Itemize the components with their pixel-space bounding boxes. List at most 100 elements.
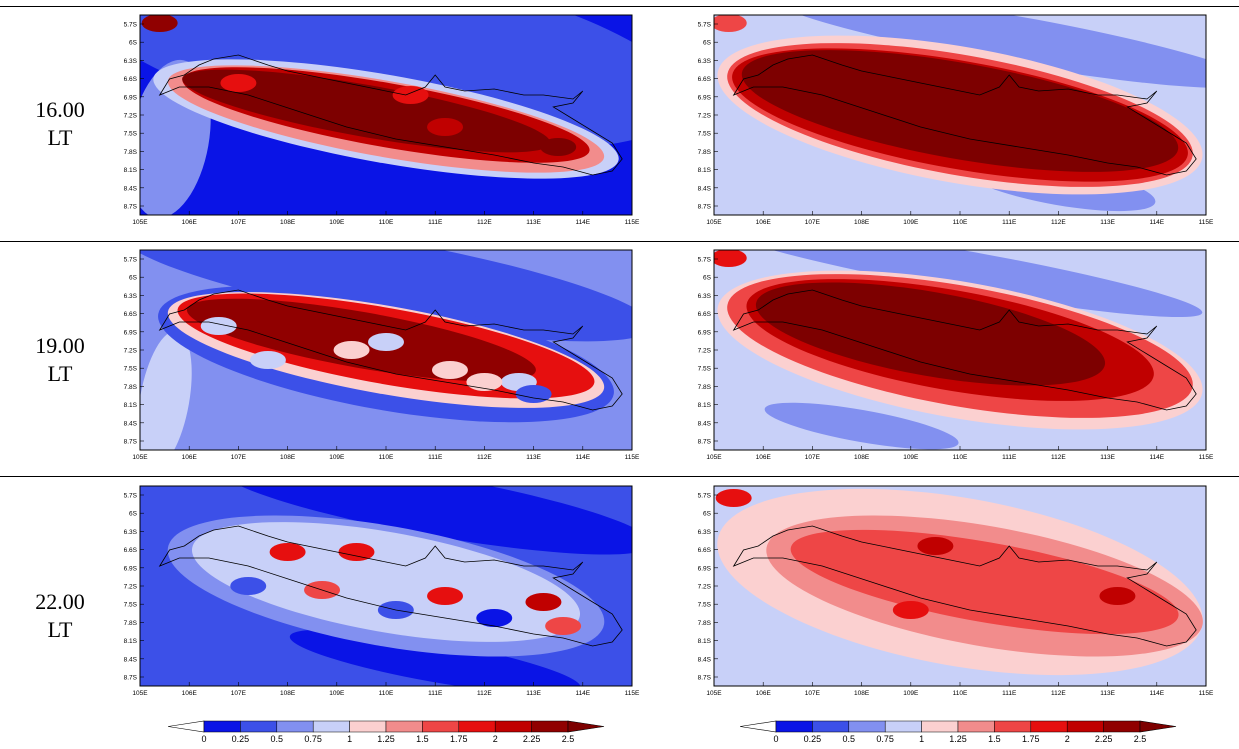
y-tick-label: 7.2S (124, 584, 138, 591)
y-tick-label: 8.4S (698, 656, 712, 663)
contour-band (186, 298, 536, 382)
map-svg: 5.7S 6S 6.3S 6.6S 6.9S 7.2S 7.5S 7.8S 8.1S 8.4S 8.… (124, 14, 640, 226)
y-tick-label: 7.2S (698, 584, 712, 591)
y-tick-label: 7.5S (698, 131, 712, 138)
coastline (158, 289, 623, 411)
x-tick-label: 109E (329, 690, 345, 697)
y-tick-label: 8.4S (698, 185, 712, 192)
map-svg: 5.7S 6S 6.3S 6.6S 6.9S 7.2S 7.5S 7.8S 8.1S 8.4S 8.… (124, 249, 640, 461)
x-tick-label: 110E (379, 219, 394, 226)
contour-cell (917, 537, 954, 555)
x-tick-label: 106E (756, 219, 772, 226)
x-tick-label: 105E (132, 219, 148, 226)
x-tick-label: 107E (805, 219, 821, 226)
x-tick-label: 114E (1149, 219, 1164, 226)
colorbar-tick-label: 0.25 (804, 734, 822, 744)
x-tick-label: 108E (854, 454, 870, 461)
colorbar-swatch (240, 720, 278, 733)
map-plot: 5.7S 6S 6.3S 6.6S 6.9S 7.2S 7.5S 7.8S 8.1S 8.4S 8.… (698, 249, 1214, 461)
contour-cell (427, 118, 464, 136)
colorbar-tick-label: 1.75 (1022, 734, 1040, 744)
colorbar-svg: 0 0.25 0.5 0.75 1 1.25 1.5 1.75 2 2.25 2.5 (739, 720, 1177, 744)
colorbar-tick-label: 1 (919, 734, 924, 744)
row-label-1: 16.00 LT (0, 96, 120, 152)
table-rule-top (0, 6, 1239, 7)
colorbar-swatch (385, 720, 423, 733)
colorbar-swatch (312, 720, 350, 733)
contour-cell (525, 593, 562, 611)
x-tick-label: 110E (953, 454, 968, 461)
map-plot: 5.7S 6S 6.3S 6.6S 6.9S 7.2S 7.5S 7.8S 8.1S 8.4S 8.… (124, 485, 640, 697)
y-tick-label: 7.8S (698, 620, 712, 627)
x-tick-label: 112E (1051, 454, 1066, 461)
y-tick-label: 8.1S (698, 402, 712, 409)
colorbar-tick-label: 0 (201, 734, 206, 744)
x-tick-label: 106E (182, 454, 198, 461)
y-tick-label: 8.4S (124, 656, 138, 663)
x-tick-label: 110E (379, 454, 394, 461)
map-svg: 5.7S 6S 6.3S 6.6S 6.9S 7.2S 7.5S 7.8S 8.1S 8.4S 8.… (698, 14, 1214, 226)
y-tick-label: 8.7S (698, 204, 712, 211)
contour-fill (714, 15, 1206, 212)
colorbar-svg: 0 0.25 0.5 0.75 1 1.25 1.5 1.75 2 2.25 2.5 (167, 720, 605, 744)
map-panel-16lt-right: 5.7S 6S 6.3S 6.6S 6.9S 7.2S 7.5S 7.8S 8.1S 8.4S 8.… (688, 10, 1218, 235)
x-tick-label: 115E (1199, 454, 1214, 461)
x-tick-label: 110E (953, 690, 968, 697)
y-tick-label: 8.7S (124, 675, 138, 682)
x-tick-label: 114E (575, 219, 590, 226)
contour-band (217, 486, 632, 555)
contour-band (717, 250, 1203, 318)
colorbar-tick-label: 1.25 (949, 734, 967, 744)
map-panel-22lt-right: 5.7S 6S 6.3S 6.6S 6.9S 7.2S 7.5S 7.8S 8.1S 8.4S 8.… (688, 481, 1218, 706)
contour-band (766, 15, 1206, 88)
x-tick-label: 111E (428, 454, 443, 461)
x-tick-label: 107E (231, 690, 247, 697)
x-tick-label: 109E (329, 454, 345, 461)
contour-cell (515, 385, 552, 403)
x-tick-label: 111E (428, 690, 443, 697)
x-tick-label: 105E (132, 690, 148, 697)
x-tick-label: 108E (280, 690, 296, 697)
map-plot: 5.7S 6S 6.3S 6.6S 6.9S 7.2S 7.5S 7.8S 8.1S 8.4S 8.… (124, 249, 640, 461)
colorbar-left: 0 0.25 0.5 0.75 1 1.25 1.5 1.75 2 2.25 2.5 (167, 718, 608, 744)
colorbar-swatch (775, 720, 813, 733)
y-tick-label: 6S (703, 275, 712, 282)
y-tick-label: 6.6S (124, 547, 138, 554)
coastline (732, 525, 1197, 647)
x-tick-label: 106E (182, 219, 198, 226)
colorbar-swatch (203, 720, 241, 733)
row-label-2: 19.00 LT (0, 332, 120, 388)
colorbar-tick-label: 0.5 (271, 734, 284, 744)
y-tick-label: 6S (129, 275, 138, 282)
colorbar-tick-label: 2 (493, 734, 498, 744)
contour-cell (540, 138, 577, 156)
y-tick-label: 6.9S (124, 94, 138, 101)
colorbar-tick-label: 0.75 (876, 734, 894, 744)
x-tick-label: 112E (477, 454, 492, 461)
row-unit: LT (47, 125, 73, 150)
y-tick-label: 7.5S (124, 131, 138, 138)
map-panel-19lt-left: 5.7S 6S 6.3S 6.6S 6.9S 7.2S 7.5S 7.8S 8.1S 8.4S 8.… (114, 245, 644, 470)
map-plot: 5.7S 6S 6.3S 6.6S 6.9S 7.2S 7.5S 7.8S 8.1S 8.4S 8.… (698, 485, 1214, 697)
y-tick-label: 7.2S (698, 113, 712, 120)
colorbar-tick-label: 1.25 (377, 734, 395, 744)
y-tick-label: 6S (129, 511, 138, 518)
colorbar-swatch (812, 720, 850, 733)
x-tick-label: 109E (903, 219, 919, 226)
contour-cell (714, 250, 747, 267)
x-tick-label: 110E (953, 219, 968, 226)
x-tick-label: 105E (706, 690, 722, 697)
contour-cell (333, 341, 370, 359)
map-svg: 5.7S 6S 6.3S 6.6S 6.9S 7.2S 7.5S 7.8S 8.1S 8.4S 8.… (698, 485, 1214, 697)
colorbar-tick-label: 1.75 (450, 734, 468, 744)
coastline (732, 289, 1197, 411)
x-tick-label: 112E (477, 690, 492, 697)
y-tick-label: 8.4S (124, 420, 138, 427)
y-tick-label: 5.7S (124, 257, 138, 264)
x-tick-label: 115E (625, 454, 640, 461)
y-tick-label: 5.7S (124, 22, 138, 29)
row-label-3: 22.00 LT (0, 588, 120, 644)
x-tick-label: 113E (1100, 690, 1115, 697)
y-tick-label: 7.8S (698, 384, 712, 391)
y-tick-label: 7.5S (698, 366, 712, 373)
